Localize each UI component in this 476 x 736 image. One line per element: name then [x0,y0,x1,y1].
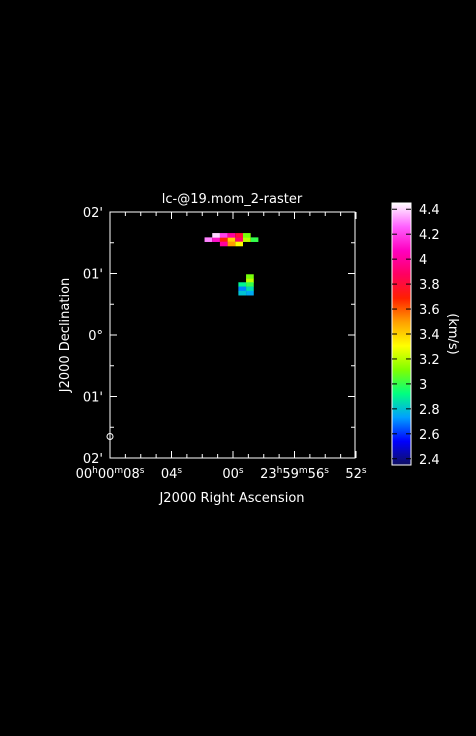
data-pixel [246,274,254,279]
y-tick-label: 02' [83,206,103,221]
y-tick-labels: 02' 01' 0° 01' 02' [83,206,103,467]
data-pixel [246,282,254,287]
colorbar-tick-label: 3.8 [419,278,440,293]
colorbar-tick-label: 2.4 [419,453,440,468]
data-pixel [219,237,228,242]
data-pixel [242,233,251,238]
colorbar-tick-label: 4 [419,253,427,268]
colorbar-tick-label: 3.6 [419,303,440,318]
data-pixel [238,290,247,296]
data-pixel [219,241,228,247]
data-pixel [235,233,243,238]
x-tick-label: 52s​ [345,466,367,482]
colorbar-tick-label: 3 [419,378,427,393]
data-pixel [227,233,236,238]
colorbar-tick-label: 4.4 [419,203,440,218]
data-pixel [235,237,243,242]
data-pixel [219,233,228,238]
colorbar-tick-label: 3.4 [419,328,440,343]
x-axis-label: J2000 Right Ascension [158,491,304,506]
data-pixel [204,237,213,242]
colorbar-tick-label: 3.2 [419,353,440,368]
y-tick-label: 01' [83,391,103,406]
data-pixel [235,241,243,247]
plot-area [106,211,357,459]
x-tick-label: 00s​ [222,466,244,482]
colorbar-tick-label: 2.8 [419,403,440,418]
data-pixel [238,286,247,292]
x-tick-label: 00h​00m​08s​ [76,466,145,482]
data-pixel [238,282,247,287]
data-pixel [246,286,254,292]
colorbar-gradient [392,203,411,465]
chart-title: lc-@19.mom_2-raster [162,192,303,207]
data-pixel [246,278,254,284]
data-pixel [250,237,259,242]
x-tick-labels: 00h​00m​08s​ 04s​ 00s​ 23h​59m​56s​ 52s​ [76,466,367,482]
y-axis-label: J2000 Declination [58,278,73,394]
data-pixel [227,241,236,247]
colorbar-ticks: 4.4 4.2 4 3.8 3.6 3.4 3.2 3 2.8 2.6 2.4 [392,203,440,468]
beam-marker [106,432,114,440]
axis-ticks [109,211,357,459]
data-pixel [242,237,251,242]
y-tick-label: 02' [83,452,103,467]
data-pixel [227,237,236,242]
x-tick-label: 23h​59m​56s​ [260,466,329,482]
data-pixel [212,237,220,242]
data-pixel [212,233,220,238]
y-tick-label: 0° [88,329,103,344]
colorbar-tick-label: 4.2 [419,228,440,243]
colorbar-label: (km/s) [445,313,460,355]
colorbar-tick-label: 2.6 [419,428,440,443]
x-tick-label: 04s​ [161,466,183,482]
data-pixel [246,290,254,296]
data-pixels [204,233,259,296]
colorbar: 4.4 4.2 4 3.8 3.6 3.4 3.2 3 2.8 2.6 2.4 (km/s) [391,202,460,468]
y-tick-label: 01' [83,268,103,283]
